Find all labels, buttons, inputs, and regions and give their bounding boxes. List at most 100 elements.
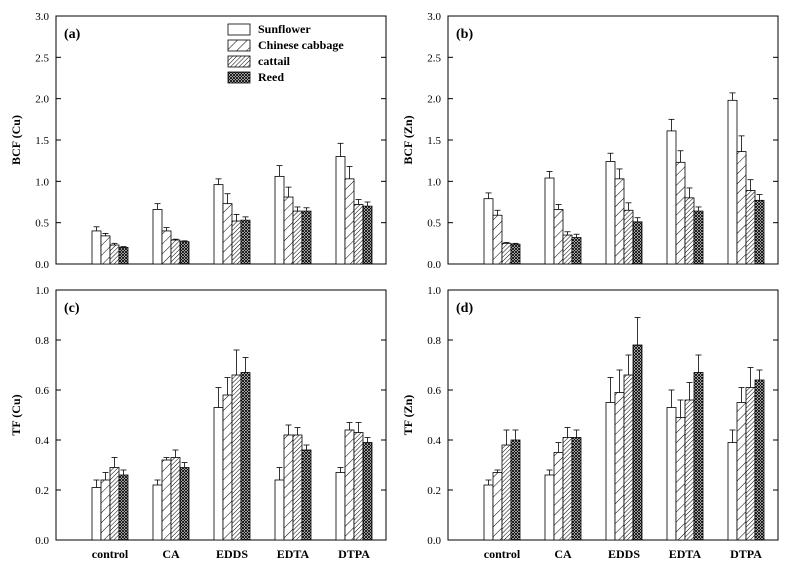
- panel-a: 0.0 0.5 1.0 1.5 2.0 2.5 3.0 BCF (Cu) (a) Sunflowe…: [9, 11, 387, 271]
- bar-reed-dtpa: [362, 205, 373, 265]
- bar-chinese-cabbage-edta: [283, 434, 294, 541]
- bar-cattail-ca: [562, 437, 573, 541]
- bar-cattail-edds: [231, 220, 242, 265]
- bar-reed-edta: [693, 210, 704, 265]
- bar-reed-ca: [571, 237, 582, 265]
- panel-d: 0.0 0.2 0.4 0.6 0.8 1.0 TF (Zn) (d) control CA EDD…: [401, 285, 779, 561]
- y-tick-label: 0.5: [35, 218, 49, 230]
- bar-cattail-ca: [170, 239, 181, 265]
- bar-reed-control: [118, 247, 129, 265]
- bar-reed-dtpa: [754, 199, 765, 265]
- y-tick-label: 0.0: [35, 259, 49, 271]
- y-tick-label: 0.6: [427, 385, 441, 397]
- bar-sunflower-control: [483, 484, 494, 541]
- x-category-label: EDDS: [608, 547, 640, 561]
- y-axis-label: BCF (Zn): [401, 115, 415, 164]
- y-tick-label: 1.5: [35, 135, 49, 147]
- x-category-label: DTPA: [338, 547, 370, 561]
- bar-sunflower-edds: [605, 402, 616, 541]
- bar-reed-edds: [240, 372, 251, 541]
- y-axis-label: TF (Cu): [9, 394, 23, 435]
- x-category-label: EDTA: [277, 547, 310, 561]
- bar-chinese-cabbage-dtpa: [344, 178, 355, 265]
- bar-cattail-edta: [684, 399, 695, 541]
- bar-reed-control: [510, 439, 521, 541]
- bar-reed-control: [510, 243, 521, 265]
- y-tick-label: 0.5: [427, 218, 441, 230]
- bar-sunflower-edds: [213, 184, 224, 265]
- bar-chinese-cabbage-control: [492, 472, 503, 541]
- bar-chinese-cabbage-dtpa: [736, 151, 747, 265]
- bar-chinese-cabbage-control: [492, 214, 503, 265]
- bar-reed-ca: [179, 467, 190, 541]
- panel-c: 0.0 0.2 0.4 0.6 0.8 1.0 TF (Cu) (c) control CA EDD…: [9, 285, 387, 561]
- bar-sunflower-edta: [666, 130, 677, 265]
- panel-label: (c): [64, 301, 80, 316]
- bar-cattail-ca: [170, 457, 181, 541]
- bar-chinese-cabbage-edds: [222, 394, 233, 541]
- y-tick-label: 0.6: [35, 385, 49, 397]
- bar-chinese-cabbage-ca: [161, 459, 172, 541]
- y-tick-label: 2.5: [35, 52, 49, 64]
- bar-sunflower-edta: [666, 407, 677, 541]
- bar-sunflower-edds: [605, 161, 616, 265]
- bar-chinese-cabbage-control: [100, 479, 111, 541]
- legend-label: cattail: [258, 54, 291, 68]
- x-category-label: EDDS: [216, 547, 248, 561]
- panel-label: (d): [456, 301, 473, 316]
- bar-reed-edta: [301, 210, 312, 265]
- y-tick-label: 2.0: [35, 94, 49, 106]
- legend-label: Chinese cabbage: [258, 38, 344, 52]
- y-tick-label: 1.0: [427, 176, 441, 188]
- legend-label: Sunflower: [258, 22, 311, 36]
- bar-sunflower-dtpa: [335, 156, 346, 265]
- x-category-label: CA: [554, 547, 572, 561]
- bar-cattail-edds: [623, 209, 634, 265]
- legend: Sunflower Chinese cabbage cattail Reed: [227, 22, 344, 84]
- bar-reed-dtpa: [754, 379, 765, 541]
- bar-reed-edds: [632, 221, 643, 265]
- bar-sunflower-control: [483, 198, 494, 265]
- bar-sunflower-control: [91, 230, 102, 265]
- legend-swatch: [227, 23, 251, 36]
- y-tick-label: 2.5: [427, 52, 441, 64]
- bar-cattail-edds: [231, 374, 242, 541]
- legend-swatch: [227, 71, 251, 84]
- bar-sunflower-edta: [274, 175, 285, 265]
- bar-chinese-cabbage-edds: [614, 178, 625, 265]
- y-axis-label: BCF (Cu): [9, 115, 23, 165]
- bar-reed-ca: [179, 241, 190, 265]
- y-tick-label: 1.0: [35, 176, 49, 188]
- y-tick-label: 1.0: [427, 285, 441, 297]
- bar-cattail-dtpa: [353, 204, 364, 265]
- y-tick-label: 0.2: [427, 485, 441, 497]
- bar-cattail-dtpa: [745, 387, 756, 541]
- y-axis-label: TF (Zn): [401, 395, 415, 436]
- bar-reed-edds: [240, 219, 251, 265]
- y-tick-label: 1.5: [427, 135, 441, 147]
- bar-sunflower-ca: [544, 474, 555, 541]
- bar-cattail-edta: [292, 434, 303, 541]
- y-tick-label: 0.8: [35, 335, 49, 347]
- x-category-label: DTPA: [730, 547, 762, 561]
- bar-sunflower-dtpa: [727, 442, 738, 541]
- bar-sunflower-ca: [544, 177, 555, 265]
- bar-cattail-dtpa: [353, 432, 364, 541]
- panel-label: (a): [64, 27, 81, 42]
- bar-sunflower-edds: [213, 407, 224, 541]
- y-tick-label: 3.0: [427, 11, 441, 23]
- legend-swatch: [227, 39, 251, 52]
- panel-label: (b): [456, 27, 473, 42]
- bar-chinese-cabbage-edta: [283, 196, 294, 265]
- bar-sunflower-ca: [152, 484, 163, 541]
- y-tick-label: 0.0: [427, 535, 441, 547]
- y-tick-label: 0.2: [35, 485, 49, 497]
- x-category-label: control: [92, 547, 129, 561]
- y-tick-label: 0.0: [427, 259, 441, 271]
- x-category-label: EDTA: [669, 547, 702, 561]
- y-tick-label: 0.4: [427, 435, 441, 447]
- bar-cattail-ca: [562, 234, 573, 265]
- y-tick-label: 0.0: [35, 535, 49, 547]
- bar-sunflower-dtpa: [335, 472, 346, 541]
